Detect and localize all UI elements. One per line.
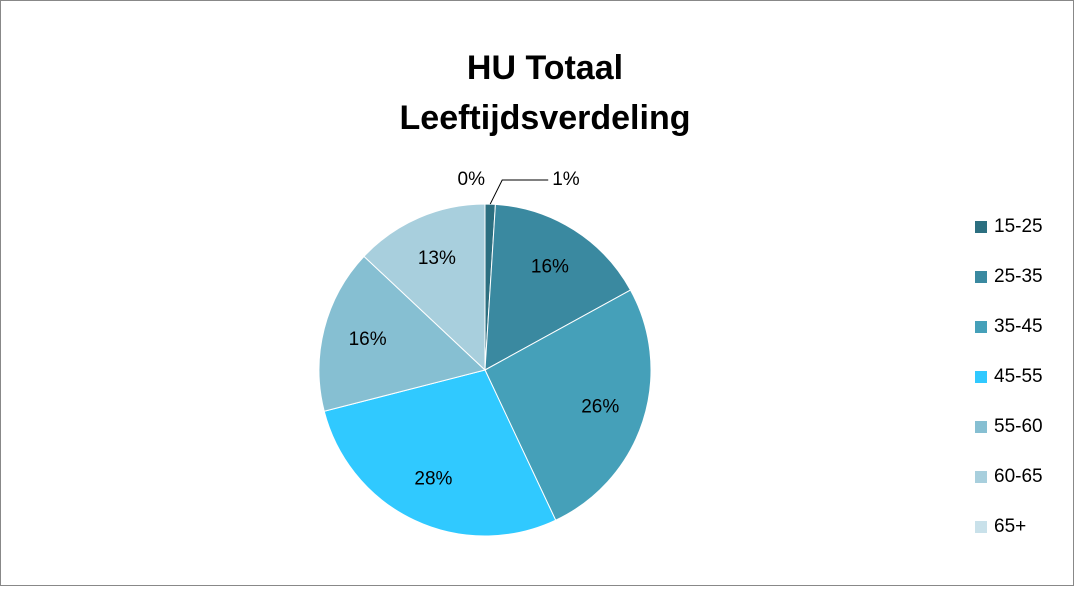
pie-slice: [318, 255, 487, 412]
legend-swatch: [975, 221, 987, 233]
chart-title: Leeftijdsverdeling: [400, 99, 691, 137]
pie-slice: [484, 289, 652, 521]
legend-label: 15-25: [994, 216, 1043, 237]
legend-swatch: [975, 421, 987, 433]
data-label: 28%: [414, 469, 452, 490]
data-label: 0%: [458, 169, 486, 190]
legend-swatch: [975, 321, 987, 333]
legend-label: 55-60: [994, 416, 1043, 437]
data-label: 16%: [349, 329, 387, 350]
pie-slice: [323, 369, 557, 537]
legend-label: 45-55: [994, 366, 1043, 387]
data-label: 16%: [531, 257, 569, 278]
pie-slice: [484, 203, 632, 371]
legend-label: 65+: [994, 516, 1026, 537]
leader-line: [489, 179, 549, 205]
legend-label: 25-35: [994, 266, 1043, 287]
data-label: 1%: [552, 169, 580, 190]
legend-label: 35-45: [994, 316, 1043, 337]
pie-slice: [363, 203, 486, 372]
legend-swatch: [975, 521, 987, 533]
legend-swatch: [975, 371, 987, 383]
chart-title: HU Totaal: [467, 49, 623, 87]
data-label: 26%: [581, 396, 619, 417]
data-label: 13%: [418, 248, 456, 269]
legend-label: 60-65: [994, 466, 1043, 487]
legend-swatch: [975, 471, 987, 483]
legend-swatch: [975, 271, 987, 283]
